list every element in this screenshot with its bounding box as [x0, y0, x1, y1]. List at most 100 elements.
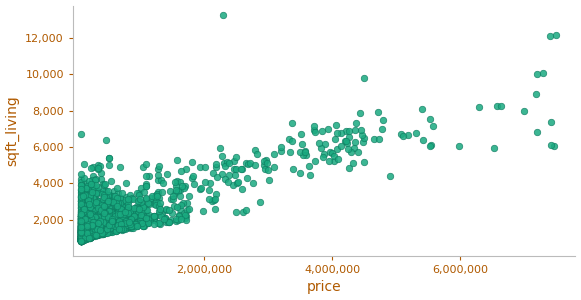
Point — [79, 235, 88, 240]
Point — [107, 210, 117, 215]
Point — [80, 226, 89, 231]
Point — [96, 228, 106, 232]
Point — [88, 229, 98, 233]
Point — [80, 223, 89, 228]
Point — [85, 230, 94, 235]
Point — [181, 218, 191, 223]
Point — [78, 202, 87, 207]
Point — [83, 207, 92, 212]
Point — [86, 223, 95, 228]
Point — [77, 234, 86, 239]
Point — [76, 201, 85, 206]
Point — [98, 227, 107, 232]
Point — [85, 217, 95, 222]
Point — [84, 223, 93, 228]
Point — [95, 229, 105, 234]
Point — [94, 232, 103, 236]
Point — [88, 225, 98, 230]
Point — [105, 224, 114, 228]
Point — [76, 232, 85, 237]
Point — [106, 222, 116, 227]
Point — [85, 230, 95, 235]
Point — [78, 231, 88, 236]
Point — [76, 237, 85, 242]
Point — [76, 213, 85, 218]
Point — [115, 196, 124, 201]
Point — [78, 230, 88, 235]
Point — [79, 227, 88, 232]
Point — [80, 233, 89, 238]
Point — [92, 232, 102, 237]
Point — [475, 105, 484, 110]
Point — [94, 162, 103, 167]
Point — [332, 123, 341, 128]
Point — [102, 225, 111, 230]
Point — [93, 222, 102, 226]
Point — [92, 215, 102, 220]
Point — [85, 229, 95, 234]
Point — [84, 223, 93, 228]
Point — [142, 183, 151, 188]
Point — [117, 224, 127, 229]
Point — [83, 234, 92, 239]
Point — [80, 234, 89, 239]
Point — [76, 239, 85, 244]
Point — [130, 212, 139, 217]
Point — [92, 220, 102, 225]
Point — [122, 218, 131, 223]
Point — [91, 232, 100, 237]
Point — [113, 225, 123, 230]
Point — [89, 222, 98, 227]
Point — [332, 147, 342, 152]
Point — [76, 235, 85, 239]
Point — [95, 223, 105, 228]
Point — [108, 222, 117, 227]
Point — [78, 228, 88, 233]
Point — [109, 210, 118, 215]
Point — [76, 233, 85, 238]
Point — [76, 239, 85, 244]
Point — [81, 233, 91, 238]
Point — [79, 216, 88, 220]
Point — [76, 236, 85, 241]
Point — [89, 233, 99, 238]
Point — [79, 210, 88, 214]
Point — [139, 222, 149, 226]
Point — [112, 196, 121, 201]
Point — [76, 238, 85, 242]
Point — [86, 235, 95, 239]
Point — [79, 233, 88, 238]
Point — [126, 217, 135, 222]
Point — [88, 216, 97, 220]
Point — [80, 227, 89, 232]
Point — [81, 220, 91, 225]
Point — [82, 231, 91, 236]
Point — [95, 218, 105, 223]
Point — [105, 163, 114, 168]
Point — [82, 224, 91, 229]
Point — [118, 200, 127, 204]
Point — [89, 223, 99, 228]
Point — [110, 228, 119, 233]
Point — [85, 233, 94, 238]
Point — [92, 225, 101, 230]
Point — [77, 233, 87, 238]
Point — [76, 226, 85, 231]
Point — [302, 153, 311, 158]
Point — [107, 210, 116, 214]
Point — [85, 195, 95, 200]
Point — [80, 231, 89, 236]
Point — [110, 211, 120, 216]
Point — [77, 225, 86, 230]
Point — [76, 237, 85, 242]
Point — [107, 218, 117, 223]
Point — [88, 220, 98, 225]
Point — [89, 232, 98, 236]
Point — [81, 232, 91, 236]
Point — [103, 216, 112, 221]
Point — [129, 220, 138, 225]
Point — [129, 217, 138, 222]
Point — [336, 130, 345, 135]
Point — [96, 218, 105, 223]
Point — [76, 236, 85, 240]
